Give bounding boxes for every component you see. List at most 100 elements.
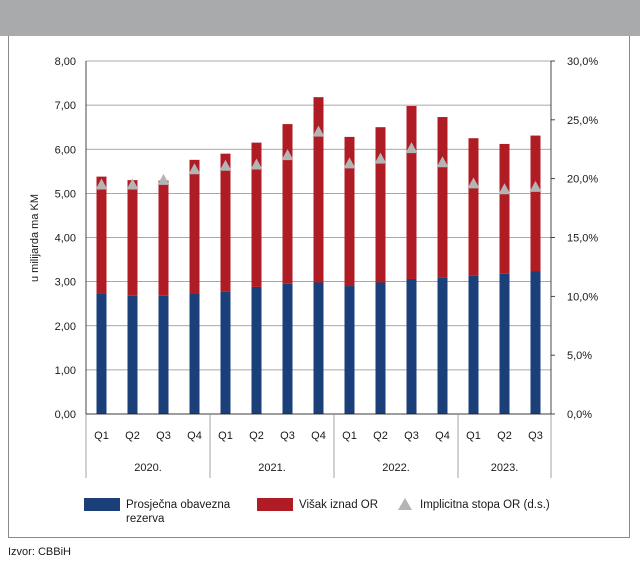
year-label: 2021.: [258, 462, 286, 474]
y2-tick-label: 30,0%: [567, 56, 598, 68]
x-tick-label: Q3: [404, 430, 419, 442]
bar-reserve: [313, 282, 324, 414]
bar-excess: [530, 135, 541, 272]
bar-reserve: [344, 286, 355, 414]
rate-marker: [467, 177, 480, 189]
bar-reserve: [282, 283, 293, 414]
y2-tick-label: 15,0%: [567, 233, 598, 245]
rate-marker: [250, 158, 263, 170]
bar-excess: [499, 143, 510, 274]
y-tick-label: 8,00: [55, 56, 76, 68]
bar-excess: [406, 106, 417, 279]
legend-item-rate: Implicitna stopa OR (d.s.): [398, 498, 550, 512]
bar-reserve: [251, 286, 262, 414]
x-tick-label: Q4: [311, 430, 326, 442]
rate-marker: [188, 163, 201, 175]
x-tick-label: Q3: [280, 430, 295, 442]
bar-excess: [437, 117, 448, 278]
figure-frame: [8, 36, 630, 538]
y-tick-label: 3,00: [55, 277, 76, 289]
legend-label-reserve-line2: rezerva: [126, 513, 165, 525]
x-tick-label: Q2: [497, 430, 512, 442]
y2-tick-label: 0,0%: [567, 409, 592, 421]
bar-reserve: [96, 293, 107, 414]
tick-labels: 0,00 1,00 2,00 3,00 4,00 5,00 6,00 7,00 8,00 0,0%…: [55, 56, 599, 474]
bar-reserve: [158, 295, 169, 414]
rate-marker: [529, 180, 542, 192]
x-tick-label: Q2: [249, 430, 264, 442]
y-tick-label: 6,00: [55, 144, 76, 156]
triangle-icon: [398, 498, 412, 510]
x-tick-label: Q1: [466, 430, 481, 442]
y-tick-label: 1,00: [55, 365, 76, 377]
legend-swatch-excess: [257, 498, 293, 511]
bar-excess: [282, 124, 293, 284]
bar-excess: [189, 159, 200, 294]
bar-reserve: [127, 295, 138, 414]
x-tick-label: Q4: [187, 430, 202, 442]
legend-label-rate: Implicitna stopa OR (d.s.): [420, 499, 550, 511]
legend-label-reserve-line1: Prosječna obavezna: [126, 499, 231, 511]
y2-tick-label: 20,0%: [567, 174, 598, 186]
legend-label-excess: Višak iznad OR: [299, 499, 379, 511]
bar-excess: [344, 136, 355, 287]
y-tick-label: 2,00: [55, 321, 76, 333]
bar-excess: [375, 127, 386, 283]
bar-reserve: [437, 277, 448, 414]
rate-marker: [374, 152, 387, 164]
rate-marker: [126, 178, 139, 190]
legend-swatch-reserve: [84, 498, 120, 511]
x-tick-label: Q1: [218, 430, 233, 442]
bars: [96, 97, 541, 414]
header-band: [0, 0, 640, 36]
rate-marker: [498, 183, 511, 195]
rate-marker: [95, 178, 108, 190]
rate-marker: [343, 157, 356, 169]
y-axis-title: u milijarda ma KM: [29, 194, 41, 282]
legend: Prosječna obavezna rezerva Višak iznad O…: [84, 498, 604, 532]
legend-label-reserve: Prosječna obavezna rezerva: [126, 498, 230, 526]
bar-reserve: [499, 273, 510, 414]
chart: 0,00 1,00 2,00 3,00 4,00 5,00 6,00 7,00 8,00 0,0%…: [29, 56, 599, 478]
year-label: 2022.: [382, 462, 410, 474]
bar-excess: [220, 153, 231, 292]
rate-marker: [219, 159, 232, 171]
bar-excess: [251, 142, 262, 287]
year-label: 2020.: [134, 462, 162, 474]
y-tick-label: 4,00: [55, 233, 76, 245]
rate-marker: [405, 142, 418, 154]
legend-item-reserve: Prosječna obavezna rezerva: [84, 498, 230, 526]
bar-reserve: [530, 271, 541, 414]
bar-reserve: [468, 275, 479, 414]
rate-marker: [157, 173, 170, 185]
bar-reserve: [189, 293, 200, 414]
x-tick-label: Q1: [94, 430, 109, 442]
x-tick-label: Q2: [373, 430, 388, 442]
y-tick-label: 7,00: [55, 100, 76, 112]
bar-reserve: [375, 282, 386, 414]
year-label: 2023.: [491, 462, 519, 474]
rate-markers: [95, 125, 542, 195]
x-tick-label: Q3: [156, 430, 171, 442]
bar-reserve: [220, 291, 231, 414]
x-tick-label: Q2: [125, 430, 140, 442]
bar-excess: [313, 97, 324, 283]
source-note: Izvor: CBBiH: [8, 546, 71, 558]
x-tick-label: Q4: [435, 430, 450, 442]
y2-tick-label: 10,0%: [567, 291, 598, 303]
bar-excess: [158, 180, 169, 296]
y2-tick-label: 25,0%: [567, 115, 598, 127]
x-tick-label: Q1: [342, 430, 357, 442]
x-tick-label: Q3: [528, 430, 543, 442]
y-tick-label: 0,00: [55, 409, 76, 421]
bar-excess: [127, 180, 138, 296]
y-tick-label: 5,00: [55, 188, 76, 200]
bar-reserve: [406, 278, 417, 414]
axes: [85, 60, 555, 478]
bar-excess: [468, 138, 479, 276]
legend-item-excess: Višak iznad OR: [257, 498, 378, 512]
rate-marker: [281, 149, 294, 161]
rate-marker: [312, 125, 325, 137]
bar-excess: [96, 176, 107, 294]
rate-marker: [436, 156, 449, 168]
